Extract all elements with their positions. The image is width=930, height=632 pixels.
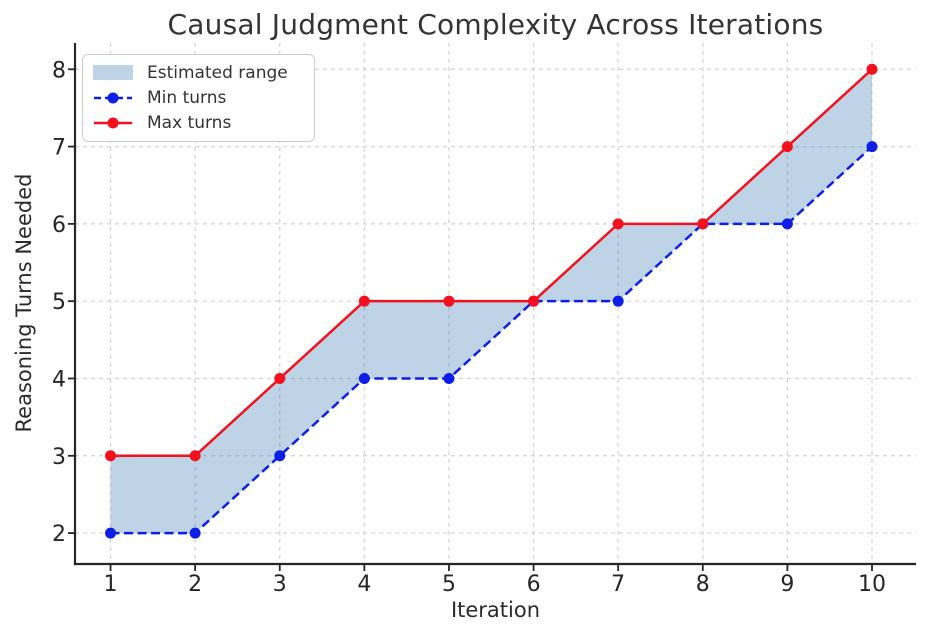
- chart-title: Causal Judgment Complexity Across Iterat…: [167, 8, 824, 41]
- max-turns-point: [105, 450, 117, 462]
- legend-marker: [107, 117, 119, 129]
- min-turns-point: [612, 295, 624, 307]
- x-tick-label: 4: [357, 572, 371, 597]
- x-tick-label: 5: [442, 572, 456, 597]
- x-tick-label: 2: [188, 572, 202, 597]
- x-axis-label: Iteration: [450, 598, 541, 622]
- x-tick-label: 10: [858, 572, 886, 597]
- min-turns-point: [274, 450, 286, 462]
- legend: Estimated range Min turns Max turns: [82, 54, 315, 142]
- legend-marker: [107, 92, 119, 104]
- max-turns-point: [612, 218, 624, 230]
- max-turns-line-icon: [94, 117, 132, 129]
- y-tick-label: 8: [52, 58, 66, 83]
- max-turns-point: [443, 295, 455, 307]
- legend-entry-range: Estimated range: [93, 60, 304, 85]
- max-turns-point: [528, 295, 540, 307]
- y-tick-label: 7: [52, 136, 66, 161]
- legend-label-max: Max turns: [147, 113, 232, 134]
- estimated-range-swatch-icon: [93, 65, 133, 81]
- min-turns-line: [110, 145, 873, 535]
- min-turns-point: [443, 372, 455, 384]
- y-tick-label: 6: [52, 213, 66, 238]
- max-turns-point: [781, 141, 793, 153]
- max-turns-point: [274, 372, 286, 384]
- y-tick-label: 4: [52, 367, 66, 392]
- legend-label-range: Estimated range: [147, 62, 288, 83]
- max-turns-point: [189, 450, 201, 462]
- y-tick-label: 3: [52, 445, 66, 470]
- min-turns-line-icon: [94, 92, 132, 104]
- min-turns-point: [781, 218, 793, 230]
- x-tick-label: 8: [696, 572, 710, 597]
- legend-label-min: Min turns: [147, 87, 227, 108]
- max-turns-point: [358, 295, 370, 307]
- min-turns-point: [358, 372, 370, 384]
- y-axis-label: Reasoning Turns Needed: [12, 173, 36, 433]
- x-tick-label: 6: [527, 572, 541, 597]
- min-turns-point: [189, 527, 201, 539]
- y-tick-label: 2: [52, 522, 66, 547]
- y-tick-label: 5: [52, 290, 66, 315]
- max-turns-point: [697, 218, 709, 230]
- x-tick-label: 3: [273, 572, 287, 597]
- min-turns-point: [866, 141, 878, 153]
- min-turns-point: [105, 527, 117, 539]
- max-turns-point: [866, 63, 878, 75]
- x-tick-label: 1: [104, 572, 118, 597]
- max-turns-line: [110, 68, 873, 458]
- legend-entry-max: Max turns: [93, 111, 304, 136]
- legend-entry-min: Min turns: [93, 85, 304, 110]
- x-tick-label: 7: [611, 572, 625, 597]
- x-tick-label: 9: [780, 572, 794, 597]
